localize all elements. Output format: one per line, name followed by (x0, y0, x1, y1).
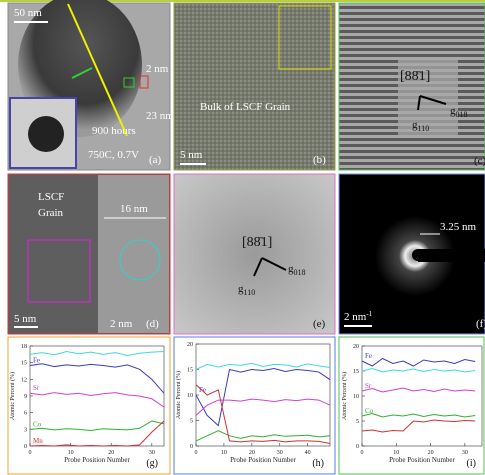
panel-label: (c) (474, 155, 485, 167)
y-tick-label: 0 (24, 444, 27, 450)
region-text: Bulk of LSCF Grain (200, 101, 291, 113)
beam-stop (412, 249, 424, 261)
series-label: Mn (33, 437, 43, 445)
x-tick-label: 40 (305, 450, 311, 456)
series-label: Sr (33, 384, 40, 392)
time: 900 hours (92, 125, 136, 137)
panel-label: (f) (476, 318, 485, 330)
y-tick-label: 15 (353, 369, 359, 375)
series-label: Co (33, 420, 42, 428)
y-tick-label: 0 (190, 444, 193, 450)
y-tick-label: 5 (190, 419, 193, 425)
inset-scale: 2 nm (146, 63, 169, 75)
grain-text: Grain (38, 207, 64, 219)
g-index: 110 (244, 288, 256, 297)
zone-axis: [88̄1] (400, 69, 430, 84)
gap: 2 nm (110, 318, 133, 330)
x-tick-label: 30 (462, 450, 468, 456)
panel-label: (d) (146, 318, 159, 330)
series-label: Fe (33, 356, 40, 364)
inset-particle (28, 116, 64, 152)
y-tick-label: 15 (187, 368, 193, 374)
y-tick-label: 10 (187, 393, 193, 399)
scale: 5 nm (14, 313, 37, 325)
y-tick-label: 12 (21, 377, 27, 383)
scale-value: 2 nm (344, 311, 367, 323)
scale: 50 nm (14, 7, 42, 19)
y-tick-label: 3 (24, 427, 27, 433)
g-index: 018 (456, 110, 468, 119)
grain-text: LSCF (38, 191, 64, 203)
width: 16 nm (120, 203, 148, 215)
panel-label: (g) (146, 458, 158, 469)
y-tick-label: 15 (21, 361, 27, 367)
x-tick-label: 30 (149, 450, 155, 456)
series-label: Sr (365, 382, 372, 390)
g-index: 110 (418, 124, 430, 133)
y-axis-label: Atomic Percent (%) (341, 372, 348, 420)
x-tick-label: 10 (221, 450, 227, 456)
x-tick-label: 0 (29, 450, 32, 456)
y-tick-label: 6 (24, 411, 27, 417)
y-tick-label: 18 (21, 344, 27, 350)
panel-label: (b) (313, 154, 326, 166)
panel-e: [88̄1] g110 g018 (e) (174, 174, 335, 334)
amorphous-layer (98, 175, 169, 333)
y-tick-label: 20 (353, 344, 359, 350)
micrograph (174, 3, 335, 170)
series-label: Fe (365, 352, 372, 360)
figure: 50 nm 2 nm 23 nm 900 hours 750C, 0.7V (a… (0, 0, 485, 475)
x-axis-label: Probe Position Number (64, 456, 130, 464)
panel-label: (i) (467, 458, 476, 469)
condition: 750C, 0.7V (88, 149, 139, 161)
panel-a: 50 nm 2 nm 23 nm 900 hours 750C, 0.7V (a… (8, 0, 174, 170)
y-tick-label: 9 (24, 394, 27, 400)
series-label: Co (365, 407, 374, 415)
zone-axis: [88̄1] (242, 235, 272, 250)
micrograph (174, 174, 335, 334)
thickness: 23 nm (146, 110, 174, 122)
panel-d: LSCF Grain 16 nm 5 nm 2 nm (d) (8, 174, 170, 334)
panel-c: [88̄1] g110 g018 (c) (339, 3, 485, 170)
panel-b: Bulk of LSCF Grain 5 nm (b) (174, 3, 335, 170)
scale: 5 nm (180, 149, 203, 161)
x-axis-label: Probe Position Number (230, 456, 296, 464)
x-axis-label: Probe Position Number (389, 456, 455, 464)
y-tick-label: 0 (356, 444, 359, 450)
panel-f: 3.25 nm 2 nm-1 (f) (339, 174, 485, 334)
y-tick-label: 5 (356, 419, 359, 425)
x-tick-label: 0 (195, 450, 198, 456)
spacing: 3.25 nm (440, 221, 477, 233)
g-index: 018 (294, 268, 306, 277)
y-axis-label: Atomic Percent (%) (9, 372, 16, 420)
y-tick-label: 20 (187, 342, 193, 348)
beam-stop (418, 249, 485, 262)
panel-label: (e) (313, 318, 326, 330)
panel-label: (a) (149, 154, 162, 166)
x-tick-label: 0 (361, 450, 364, 456)
panel-label: (h) (312, 458, 324, 469)
y-tick-label: 10 (353, 394, 359, 400)
scale-exp: -1 (366, 310, 372, 318)
y-axis-label: Atomic Percent (%) (175, 371, 182, 419)
